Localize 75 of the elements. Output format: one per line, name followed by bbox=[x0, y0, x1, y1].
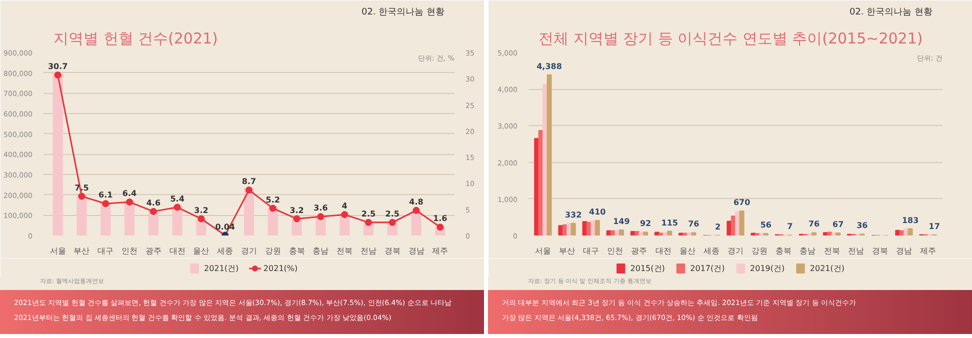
data-label: 3.2 bbox=[194, 206, 208, 215]
x-tick-label: 대구 bbox=[583, 246, 600, 256]
x-tick-label: 인천 bbox=[122, 246, 138, 256]
x-tick-label: 세종 bbox=[703, 246, 720, 256]
data-label: 5.2 bbox=[266, 195, 280, 204]
data-label: 2.5 bbox=[385, 209, 400, 218]
x-tick-label: 부산 bbox=[559, 246, 576, 256]
text: 02. 한국의나눔 현황 bbox=[361, 8, 445, 18]
x-tick-label: 경남 bbox=[896, 246, 912, 256]
x-tick-label: 충남 bbox=[312, 246, 329, 256]
x-tick-label: 서울 bbox=[50, 246, 66, 256]
x-tick-label: 충북 bbox=[776, 246, 792, 256]
data-label: 5.4 bbox=[170, 194, 185, 204]
x-tick-label: 부산 bbox=[74, 246, 90, 256]
x-tick-label: 울산 bbox=[679, 246, 696, 256]
x-tick-label: 세종 bbox=[217, 246, 234, 256]
x-tick-label: 경북 bbox=[384, 246, 400, 256]
chart-title: 지역별 헌혈 건수(2021) bbox=[54, 30, 218, 48]
x-tick-label: 전북 bbox=[824, 246, 840, 256]
x-tick-label: 광주 bbox=[145, 246, 162, 256]
data-label: 3.2 bbox=[290, 206, 304, 215]
x-tick-label: 전남 bbox=[360, 246, 376, 256]
legend-label: 2021(%) bbox=[263, 264, 298, 273]
data-label: 17 bbox=[928, 222, 940, 231]
chart-title: 전체 지역별 장기 등 이식건수 연도별 추이(2015~2021) bbox=[538, 30, 923, 48]
data-label: 36 bbox=[856, 221, 868, 230]
x-tick-label: 대전 bbox=[169, 246, 186, 256]
x-tick-label: 경기 bbox=[728, 246, 744, 256]
data-label: 30.7 bbox=[48, 62, 68, 71]
x-tick-label: 충북 bbox=[288, 246, 305, 256]
data-label: 115 bbox=[661, 218, 678, 228]
data-label: 1.6 bbox=[433, 214, 448, 224]
x-tick-label: 경북 bbox=[872, 246, 888, 256]
x-tick-label: 서울 bbox=[534, 246, 551, 256]
data-label: 670 bbox=[733, 198, 751, 207]
x-tick-label: 제주 bbox=[432, 246, 448, 256]
x-tick-label: 경남 bbox=[408, 246, 424, 256]
x-tick-label: 대전 bbox=[655, 246, 672, 256]
data-label: 2 bbox=[714, 222, 721, 232]
legend-label: 2019(건) bbox=[750, 264, 785, 273]
data-label: 7 bbox=[787, 222, 793, 232]
x-tick-label: 강원 bbox=[264, 246, 281, 256]
data-label: 2.5 bbox=[361, 209, 376, 218]
x-tick-label: 경기 bbox=[241, 246, 257, 256]
legend-label: 2021(건) bbox=[810, 264, 845, 273]
data-label: 4.8 bbox=[409, 197, 424, 206]
x-tick-label: 전남 bbox=[848, 246, 864, 256]
data-label: 76 bbox=[688, 220, 700, 229]
data-label: 56 bbox=[760, 220, 772, 230]
x-tick-label: 울산 bbox=[193, 246, 210, 256]
data-label: 4 bbox=[342, 202, 348, 211]
data-label: 149 bbox=[613, 217, 630, 226]
legend-label: 2015(건) bbox=[630, 264, 665, 273]
data-label: 4.6 bbox=[146, 198, 161, 208]
data-label: 67 bbox=[832, 220, 844, 230]
data-label: 8.7 bbox=[242, 177, 256, 186]
data-label: 6.4 bbox=[122, 189, 138, 198]
x-tick-label: 인천 bbox=[607, 246, 624, 256]
data-label: 92 bbox=[640, 219, 652, 228]
data-label: 6.1 bbox=[98, 190, 114, 200]
x-tick-label: 충남 bbox=[800, 246, 816, 256]
legend-label: 2017(건) bbox=[690, 264, 725, 273]
data-label: 332 bbox=[564, 210, 582, 220]
data-label: 410 bbox=[589, 207, 606, 216]
data-label: 4,388 bbox=[536, 62, 562, 71]
text: 02. 한국의나눔 현황 bbox=[849, 8, 933, 18]
data-label: 3.6 bbox=[314, 204, 328, 213]
data-label: 183 bbox=[902, 216, 919, 225]
x-tick-label: 제주 bbox=[920, 246, 936, 256]
legend-label: 2021(건) bbox=[204, 264, 239, 273]
x-tick-label: 강원 bbox=[752, 246, 768, 256]
data-label: 76 bbox=[808, 220, 820, 229]
x-tick-label: 광주 bbox=[631, 246, 648, 256]
x-tick-label: 전북 bbox=[336, 246, 353, 256]
x-tick-label: 대구 bbox=[98, 246, 114, 256]
